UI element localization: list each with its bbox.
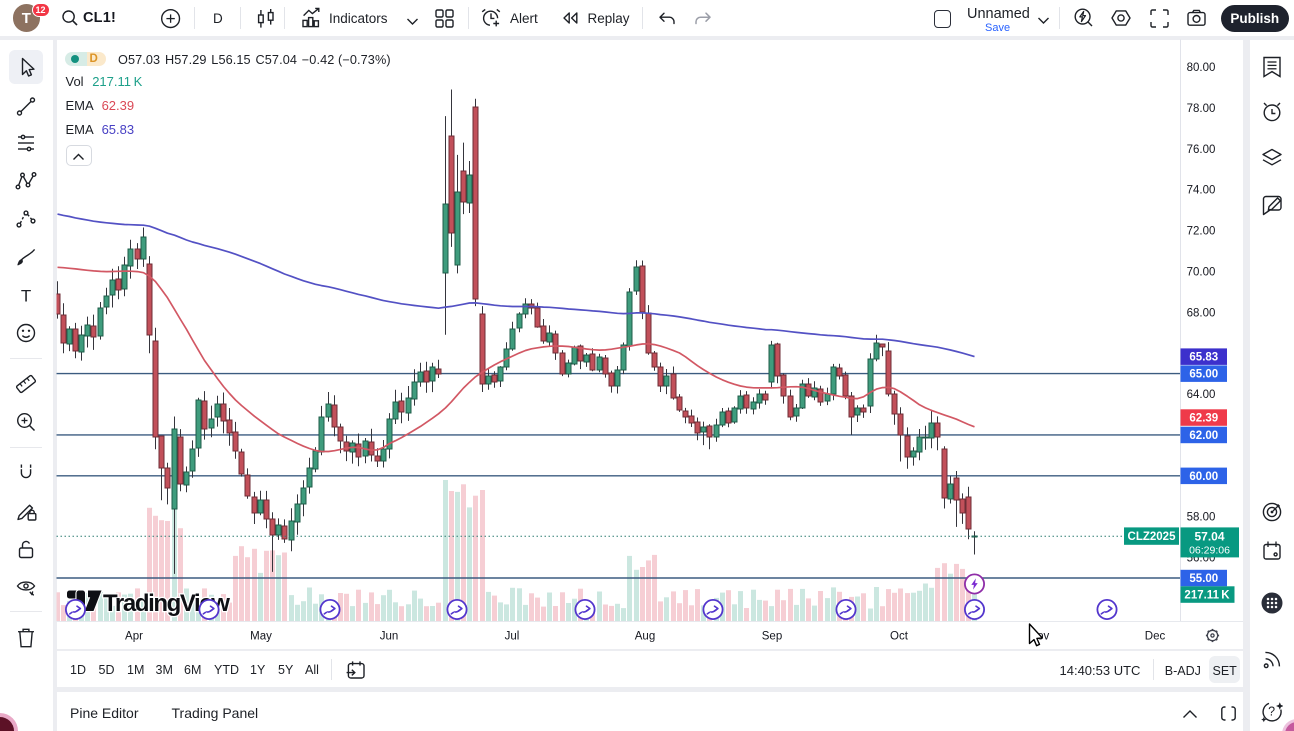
svg-text:?: ? — [1268, 704, 1275, 718]
svg-text:T: T — [21, 287, 31, 306]
